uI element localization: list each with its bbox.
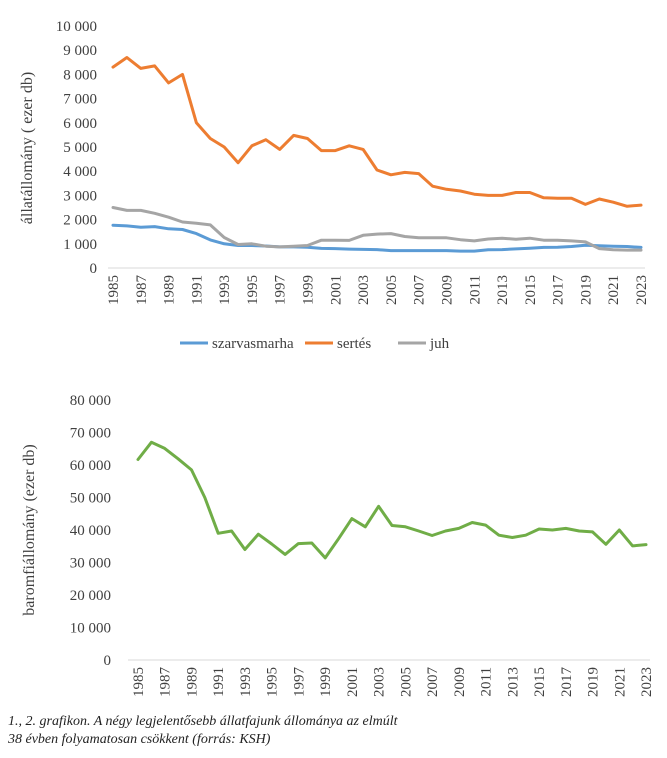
chart1-ytick-label: 1 000	[63, 237, 97, 253]
chart2-xtick-label: 1985	[131, 667, 147, 697]
chart1-xtick-label: 1993	[217, 275, 233, 305]
chart2-xtick-label: 1991	[211, 667, 227, 697]
chart2-y-axis-label: baromfiállomány (ezer db)	[21, 444, 38, 615]
chart2-yaxis-ticks: 0 10 000 20 000 30 000 40 000 50 000 60 000 70 …	[70, 393, 111, 669]
chart2-xtick-label: 2013	[505, 667, 521, 697]
chart1-xtick-label: 2009	[439, 275, 455, 305]
chart2-xtick-label: 1989	[184, 667, 200, 697]
chart1-xtick-label: 2003	[356, 275, 372, 305]
chart1-xtick-label: 2017	[551, 275, 567, 306]
figure-caption: 1., 2. grafikon. A négy legjelentősebb á…	[8, 713, 397, 749]
legend-label-juh: juh	[429, 336, 450, 352]
chart2-xtick-label: 2007	[425, 667, 441, 698]
chart1-xtick-label: 1997	[273, 275, 289, 306]
chart1-xtick-label: 2013	[495, 275, 511, 305]
chart1-xtick-label: 2021	[606, 275, 622, 305]
chart2-ytick-label: 20 000	[70, 588, 111, 604]
chart2-xtick-label: 2009	[452, 667, 468, 697]
chart2-xtick-label: 2015	[532, 667, 548, 697]
chart1-xtick-label: 1995	[245, 275, 261, 305]
chart2-xtick-label: 1993	[238, 667, 254, 697]
chart1-xtick-label: 2023	[634, 275, 650, 305]
chart2-ytick-label: 80 000	[70, 393, 111, 409]
chart1-ytick-label: 6 000	[63, 116, 97, 132]
chart1-xtick-label: 1999	[301, 275, 317, 305]
chart2-ytick-label: 50 000	[70, 491, 111, 507]
chart1-xtick-label: 2007	[412, 275, 428, 306]
legend-label-szarvasmarha: szarvasmarha	[212, 336, 294, 352]
chart2-xtick-label: 1995	[265, 667, 281, 697]
chart2-xtick-label: 2023	[639, 667, 655, 697]
series-line-juh	[111, 206, 643, 252]
chart1-ytick-label: 5 000	[63, 140, 97, 156]
series-line-poultry	[136, 440, 648, 560]
chart1-xtick-label: 1987	[134, 275, 150, 306]
chart1-ytick-label: 4 000	[63, 164, 97, 180]
chart2-xtick-label: 2021	[612, 667, 628, 697]
chart1-xtick-label: 1985	[106, 275, 122, 305]
chart2-xtick-label: 2011	[479, 667, 495, 696]
chart2-ytick-label: 70 000	[70, 426, 111, 442]
chart2-ytick-label: 0	[104, 653, 112, 669]
chart2-xtick-label: 1997	[291, 667, 307, 698]
series-line-sertés	[111, 56, 643, 208]
chart2-xtick-label: 2017	[559, 667, 575, 698]
chart2-ytick-label: 60 000	[70, 458, 111, 474]
chart1-yaxis-ticks: 0 1 000 2 000 3 000 4 000 5 000 6 000 7 000 8 00…	[56, 19, 97, 277]
chart1-ytick-label: 10 000	[56, 19, 97, 35]
chart2-xtick-label: 2003	[372, 667, 388, 697]
chart1-ytick-label: 3 000	[63, 188, 97, 204]
chart2-xtick-label: 1999	[318, 667, 334, 697]
chart2-ytick-label: 30 000	[70, 556, 111, 572]
chart1-xaxis-ticks: 1985 1987 1989 1991 1993 1995 1997 1999 2001 2003…	[106, 275, 650, 306]
chart1-ytick-label: 2 000	[63, 213, 97, 229]
caption-line-1: 1., 2. grafikon. A négy legjelentősebb á…	[8, 714, 398, 729]
chart1-xtick-label: 2019	[578, 275, 594, 305]
livestock-line-chart: 0 1 000 2 000 3 000 4 000 5 000 6 000 7 000 8 00…	[19, 19, 650, 352]
chart1-ytick-label: 0	[90, 261, 98, 277]
chart1-ytick-label: 8 000	[63, 67, 97, 83]
chart2-xtick-label: 2005	[398, 667, 414, 697]
chart1-xtick-label: 2011	[467, 275, 483, 304]
legend-label-sertés: sertés	[337, 336, 371, 352]
chart2-series	[136, 440, 648, 560]
chart2-xaxis-ticks: 1985 1987 1989 1991 1993 1995 1997 1999 2001 2003…	[131, 667, 655, 698]
chart2-ytick-label: 40 000	[70, 523, 111, 539]
chart2-xtick-label: 1987	[158, 667, 174, 698]
chart1-legend: szarvasmarha sertés juh	[180, 336, 450, 352]
chart1-series	[111, 56, 643, 253]
chart2-ytick-label: 10 000	[70, 621, 111, 637]
chart1-xtick-label: 1991	[189, 275, 205, 305]
chart1-xtick-label: 2001	[328, 275, 344, 305]
chart2-xtick-label: 2019	[586, 667, 602, 697]
chart1-xtick-label: 2015	[523, 275, 539, 305]
chart1-xtick-label: 2005	[384, 275, 400, 305]
chart1-y-axis-label: állatállomány ( ezer db)	[19, 72, 36, 224]
caption-line-2: 38 évben folyamatosan csökkent (forrás: …	[8, 732, 271, 747]
chart1-ytick-label: 9 000	[63, 43, 97, 59]
poultry-line-chart: 0 10 000 20 000 30 000 40 000 50 000 60 000 70 …	[21, 393, 655, 698]
series-line-szarvasmarha	[111, 223, 643, 253]
chart1-xtick-label: 1989	[162, 275, 178, 305]
chart2-xtick-label: 2001	[345, 667, 361, 697]
chart1-ytick-label: 7 000	[63, 92, 97, 108]
